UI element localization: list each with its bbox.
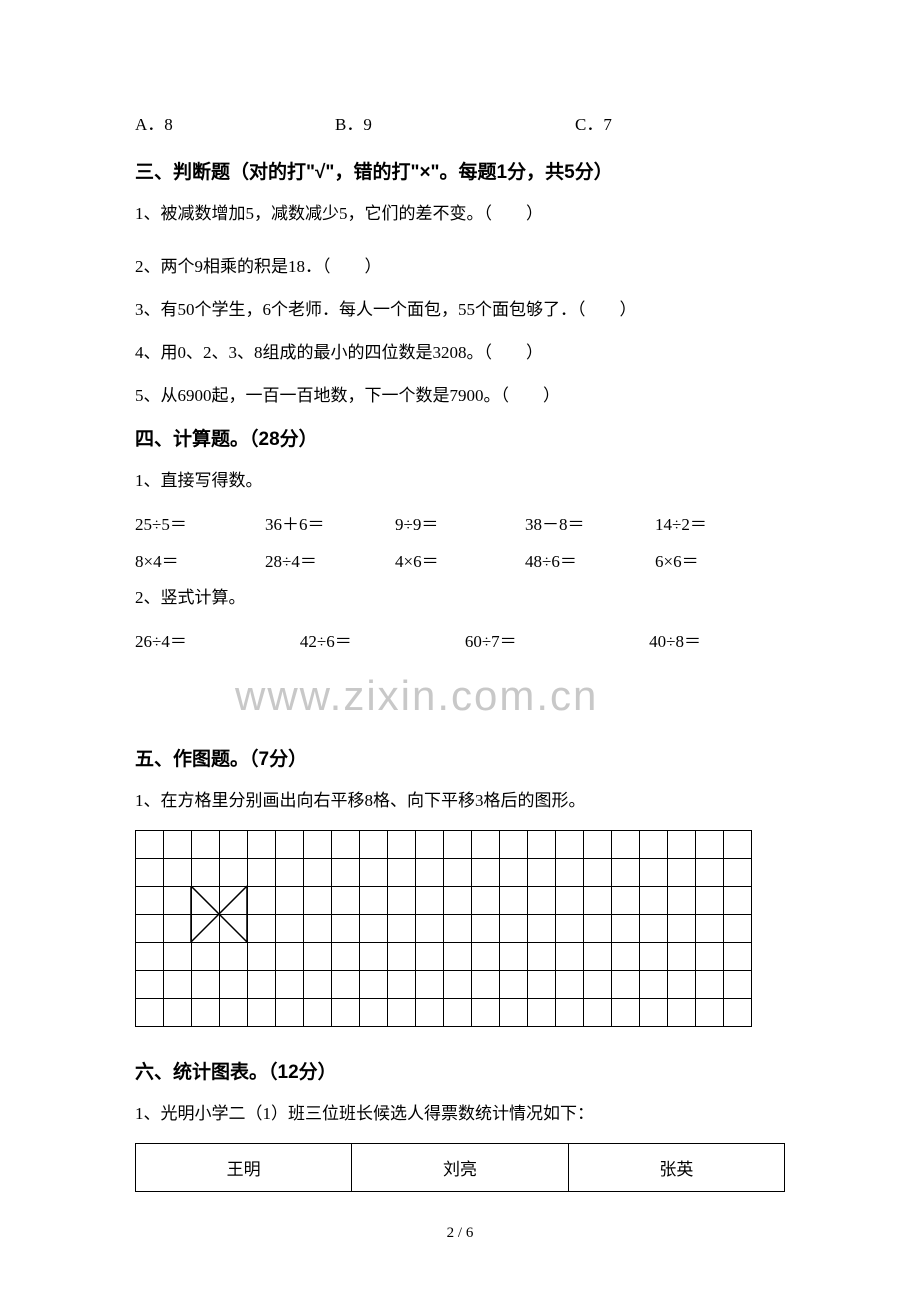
stats-cell: 张英 — [568, 1144, 784, 1192]
vcell: 42÷6＝ — [300, 627, 465, 652]
calc-row-2: 8×4＝ 28÷4＝ 4×6＝ 48÷6＝ 6×6＝ — [135, 547, 785, 572]
section6-header: 六、统计图表。（12分） — [135, 1057, 785, 1084]
section3-header: 三、判断题（对的打"√"，错的打"×"。每题1分，共5分） — [135, 157, 785, 184]
s4-q1-label: 1、直接写得数。 — [135, 467, 785, 496]
s6-q1: 1、光明小学二（1）班三位班长候选人得票数统计情况如下： — [135, 1100, 785, 1129]
calc-cell: 8×4＝ — [135, 547, 265, 572]
calc-cell: 14÷2＝ — [655, 510, 785, 535]
choice-a: A．8 — [135, 110, 335, 135]
vcell: 26÷4＝ — [135, 627, 300, 652]
s3-q3: 3、有50个学生，6个老师．每人一个面包，55个面包够了．（ ） — [135, 296, 785, 325]
vcell: 40÷8＝ — [649, 627, 785, 652]
section5-header: 五、作图题。（7分） — [135, 744, 785, 771]
stats-cell: 刘亮 — [352, 1144, 568, 1192]
calc-cell: 6×6＝ — [655, 547, 785, 572]
stats-cell: 王明 — [136, 1144, 352, 1192]
choice-row: A．8 B．9 C．7 — [135, 110, 785, 135]
calc-cell: 28÷4＝ — [265, 547, 395, 572]
grid-figure — [135, 830, 785, 1027]
calc-cell: 38－8＝ — [525, 510, 655, 535]
calc-cell: 25÷5＝ — [135, 510, 265, 535]
s3-q4: 4、用0、2、3、8组成的最小的四位数是3208。（ ） — [135, 339, 785, 368]
page-number: 2 / 6 — [0, 1225, 920, 1242]
vcell: 60÷7＝ — [465, 627, 649, 652]
calc-cell: 48÷6＝ — [525, 547, 655, 572]
table-row: 王明 刘亮 张英 — [136, 1144, 785, 1192]
choice-b: B．9 — [335, 110, 575, 135]
calc-cell: 4×6＝ — [395, 547, 525, 572]
calc-cell: 36＋6＝ — [265, 510, 395, 535]
s4-q2-label: 2、竖式计算。 — [135, 584, 785, 613]
vert-row: 26÷4＝ 42÷6＝ 60÷7＝ 40÷8＝ — [135, 627, 785, 652]
section4-header: 四、计算题。（28分） — [135, 424, 785, 451]
watermark: www.zixin.com.cn — [235, 672, 785, 720]
calc-row-1: 25÷5＝ 36＋6＝ 9÷9＝ 38－8＝ 14÷2＝ — [135, 510, 785, 535]
s3-q1: 1、被减数增加5，减数减少5，它们的差不变。（ ） — [135, 200, 785, 229]
choice-c: C．7 — [575, 110, 775, 135]
calc-cell: 9÷9＝ — [395, 510, 525, 535]
s3-q2: 2、两个9相乘的积是18．（ ） — [135, 253, 785, 282]
stats-table: 王明 刘亮 张英 — [135, 1143, 785, 1192]
s5-q1: 1、在方格里分别画出向右平移8格、向下平移3格后的图形。 — [135, 787, 785, 816]
s3-q5: 5、从6900起，一百一百地数，下一个数是7900。（ ） — [135, 382, 785, 411]
